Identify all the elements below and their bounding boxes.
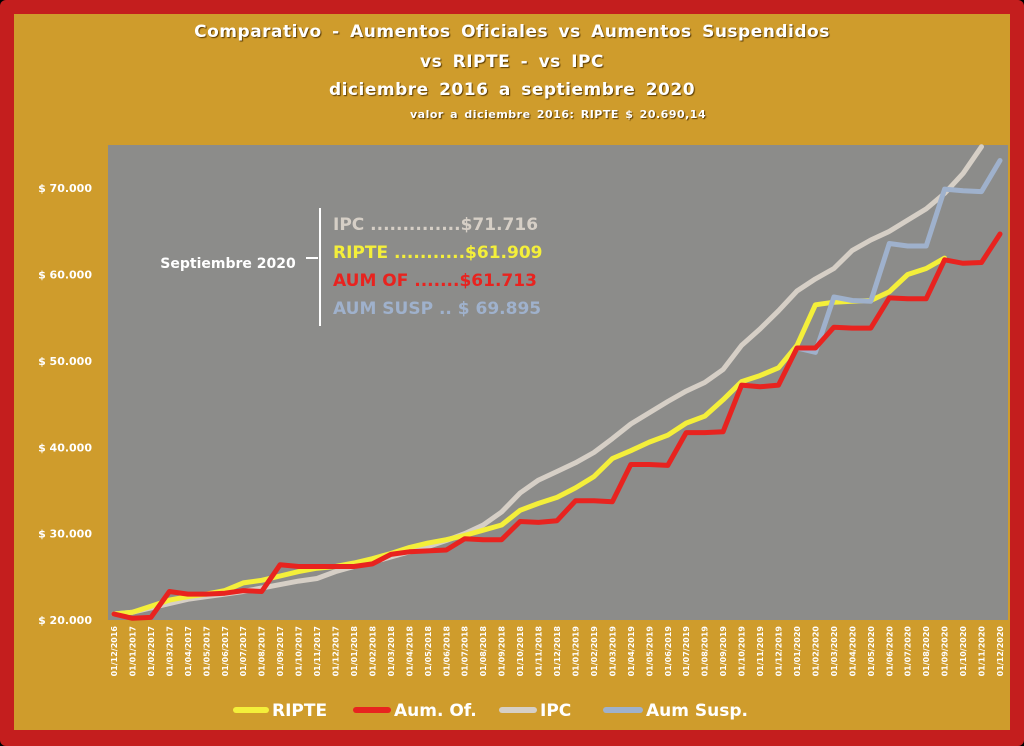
- x-tick-label: 01/12/2016: [110, 626, 119, 677]
- y-tick-label: $ 50.000: [38, 355, 92, 368]
- chart-subtitle: valor a diciembre 2016: RIPTE $ 20.690,1…: [410, 108, 707, 121]
- x-tick-label: 01/07/2017: [239, 626, 248, 676]
- legend-label: Aum Susp.: [646, 701, 748, 721]
- series-line-aum-susp: [794, 158, 1003, 355]
- legend-label: RIPTE: [272, 701, 327, 721]
- legend-label: IPC: [540, 701, 571, 721]
- annotation-line: RIPTE ...........$61.909: [333, 243, 542, 263]
- x-tick-label: 01/06/2017: [221, 626, 230, 676]
- x-tick-label: 01/08/2017: [258, 626, 267, 676]
- x-tick-label: 01/12/2019: [775, 626, 784, 677]
- x-tick-label: 01/07/2018: [461, 626, 470, 677]
- x-tick-label: 01/10/2020: [959, 626, 968, 677]
- x-tick-label: 01/01/2019: [571, 626, 580, 677]
- x-tick-label: 01/12/2017: [332, 626, 341, 676]
- x-tick-label: 01/01/2018: [350, 626, 359, 677]
- x-tick-label: 01/07/2020: [904, 626, 913, 677]
- x-tick-label: 01/06/2018: [442, 626, 451, 677]
- x-tick-label: 01/02/2017: [147, 626, 156, 676]
- x-tick-label: 01/03/2020: [830, 626, 839, 677]
- x-tick-label: 01/04/2019: [627, 626, 636, 677]
- x-tick-label: 01/03/2019: [608, 626, 617, 677]
- y-tick-label: $ 70.000: [38, 182, 92, 195]
- x-tick-label: 01/10/2019: [738, 626, 747, 677]
- x-tick-label: 01/06/2020: [885, 626, 894, 677]
- y-tick-label: $ 20.000: [38, 614, 92, 627]
- x-tick-label: 01/09/2019: [719, 626, 728, 677]
- x-tick-label: 01/12/2018: [553, 626, 562, 677]
- x-tick-label: 01/03/2017: [165, 626, 174, 676]
- legend-label: Aum. Of.: [394, 701, 477, 721]
- x-tick-label: 01/11/2017: [313, 626, 322, 676]
- x-tick-label: 01/08/2019: [701, 626, 710, 677]
- x-tick-label: 01/06/2019: [664, 626, 673, 677]
- x-tick-label: 01/04/2017: [184, 626, 193, 676]
- x-tick-label: 01/04/2020: [848, 626, 857, 677]
- x-tick-label: 01/11/2018: [535, 626, 544, 677]
- x-tick-label: 01/08/2018: [479, 626, 488, 677]
- x-tick-label: 01/10/2018: [516, 626, 525, 677]
- x-tick-label: 01/05/2020: [867, 626, 876, 677]
- x-tick-label: 01/09/2020: [941, 626, 950, 677]
- x-tick-label: 01/05/2017: [202, 626, 211, 676]
- series-line-aum-of: [111, 231, 1003, 621]
- x-tick-label: 01/01/2020: [793, 626, 802, 677]
- plot-area: [108, 145, 1008, 620]
- y-tick-label: $ 30.000: [38, 528, 92, 541]
- annotation-line: AUM OF .......$61.713: [333, 271, 537, 291]
- annotation-line: IPC ..............$71.716: [333, 215, 538, 235]
- y-tick-label: $ 40.000: [38, 441, 92, 454]
- x-tick-label: 01/02/2019: [590, 626, 599, 677]
- x-tick-label: 01/05/2019: [645, 626, 654, 677]
- x-tick-label: 01/05/2018: [424, 626, 433, 677]
- x-tick-label: 01/02/2020: [811, 626, 820, 677]
- x-tick-label: 01/02/2018: [368, 626, 377, 677]
- chart-title-line3: diciembre 2016 a septiembre 2020: [328, 80, 696, 100]
- series-line-ripte: [111, 255, 948, 617]
- x-tick-label: 01/09/2018: [498, 626, 507, 677]
- x-tick-label: 01/03/2018: [387, 626, 396, 677]
- x-tick-label: 01/01/2017: [128, 626, 137, 676]
- series-line-ipc: [111, 144, 984, 617]
- x-tick-label: 01/04/2018: [405, 626, 414, 677]
- x-tick-label: 01/10/2017: [295, 626, 304, 676]
- x-tick-label: 01/11/2019: [756, 626, 765, 677]
- chart-title: Comparativo - Aumentos Oficiales vs Aume…: [194, 22, 830, 42]
- y-tick-label: $ 60.000: [38, 269, 92, 282]
- chart-title-line2: vs RIPTE - vs IPC: [420, 52, 604, 72]
- annotation-line: AUM SUSP .. $ 69.895: [333, 299, 541, 319]
- x-tick-label: 01/08/2020: [922, 626, 931, 677]
- x-tick-label: 01/12/2020: [996, 626, 1005, 677]
- x-tick-label: 01/11/2020: [978, 626, 987, 677]
- x-tick-label: 01/09/2017: [276, 626, 285, 676]
- x-tick-label: 01/07/2019: [682, 626, 691, 677]
- annotation-label: Septiembre 2020: [160, 256, 296, 272]
